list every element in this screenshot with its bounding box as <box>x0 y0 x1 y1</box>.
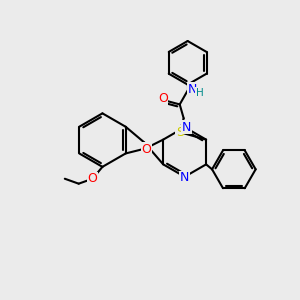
Text: O: O <box>142 143 151 156</box>
Text: O: O <box>88 172 98 185</box>
Text: H: H <box>196 88 203 98</box>
Text: N: N <box>188 83 197 96</box>
Text: O: O <box>158 92 168 105</box>
Text: N: N <box>180 171 189 184</box>
Text: N: N <box>182 121 191 134</box>
Text: S: S <box>176 126 184 139</box>
